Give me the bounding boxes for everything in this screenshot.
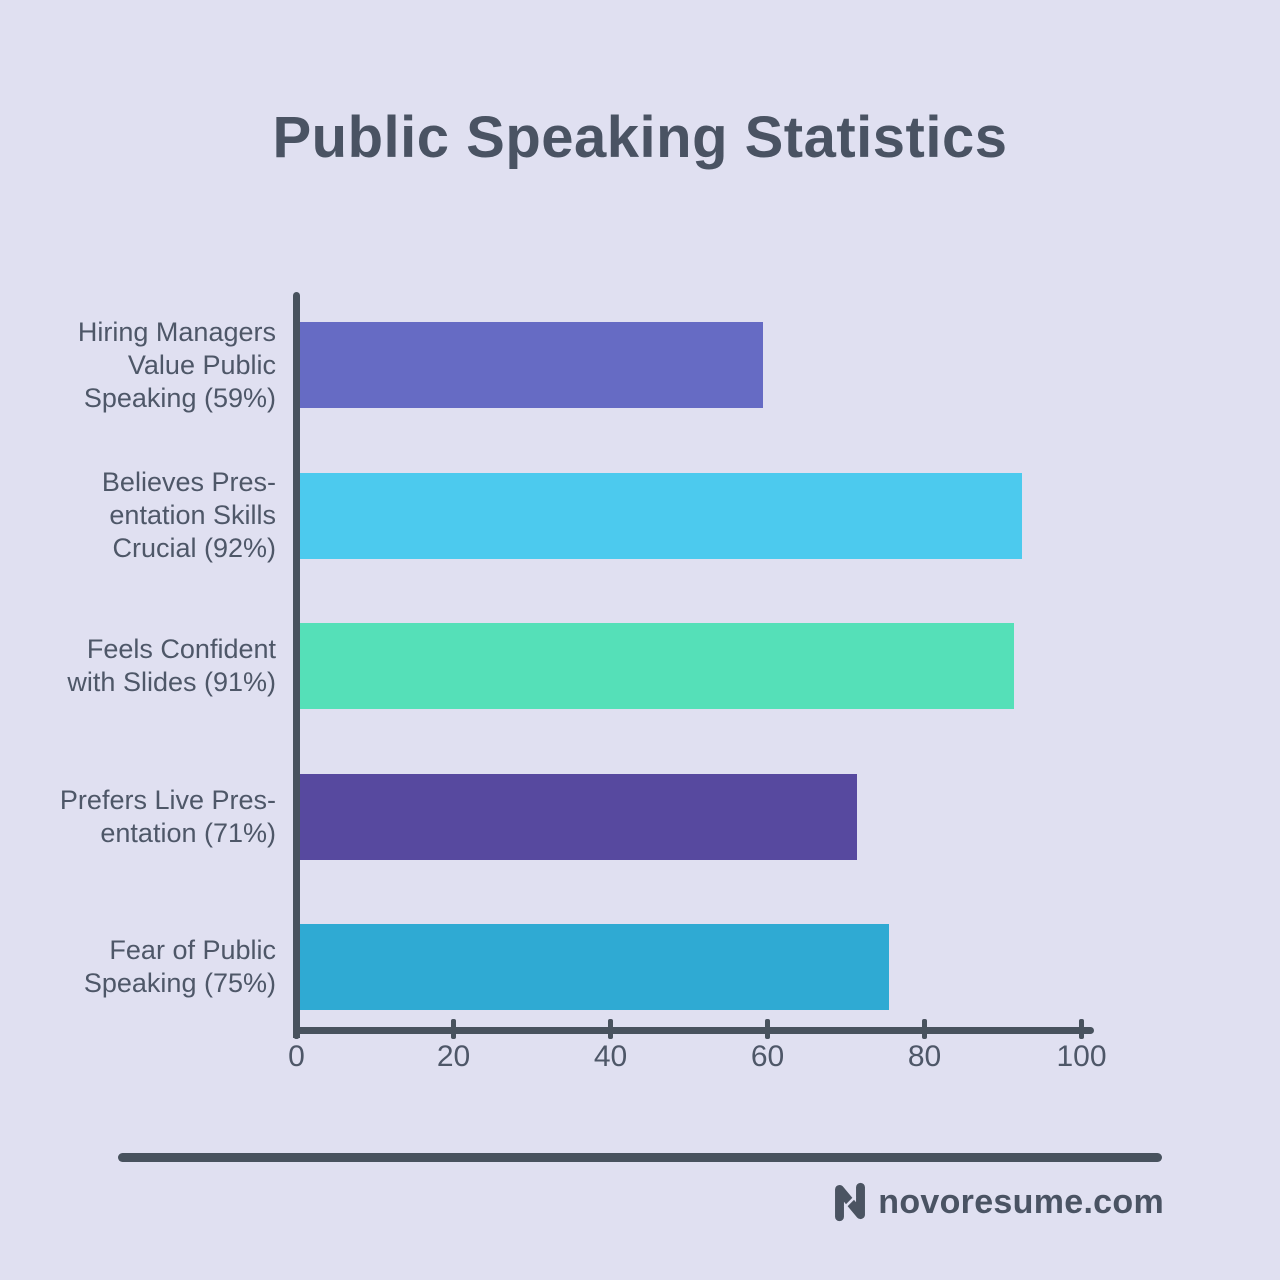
chart-title: Public Speaking Statistics [272, 105, 1008, 170]
category-label: Believes Pres- entation Skills Crucial (… [101, 467, 276, 563]
x-axis-tick [765, 1019, 770, 1039]
chart-row: Fear of Public Speaking (75%) [0, 924, 1280, 1010]
x-axis-tick [608, 1019, 613, 1039]
bar [300, 472, 1023, 559]
bar [300, 623, 1015, 709]
footer-divider [118, 1153, 1162, 1162]
x-axis-tick [1079, 1019, 1084, 1039]
bar [300, 322, 764, 408]
x-axis-tick-label: 40 [593, 1040, 628, 1073]
chart-row: Believes Pres- entation Skills Crucial (… [0, 467, 1280, 563]
category-label: Prefers Live Pres- entation (71%) [59, 784, 276, 848]
category-label: Fear of Public Speaking (75%) [83, 935, 276, 998]
bar [300, 924, 889, 1010]
novoresume-brand: novoresume.com [829, 1181, 1164, 1223]
y-axis [293, 292, 300, 1038]
brand-text: novoresume.com [878, 1182, 1164, 1221]
chart-row: Feels Confident with Slides (91%) [0, 623, 1280, 709]
chart-row: Prefers Live Pres- entation (71%) [0, 773, 1280, 860]
x-axis-tick-label: 100 [1056, 1040, 1107, 1073]
x-axis-tick [922, 1019, 927, 1039]
bar [300, 773, 858, 860]
chart-row: Hiring Managers Value Public Speaking (5… [0, 317, 1280, 413]
x-axis-tick [451, 1019, 456, 1039]
x-axis-tick-label: 60 [750, 1040, 785, 1073]
category-label: Feels Confident with Slides (91%) [67, 634, 276, 697]
novoresume-n-icon [835, 1182, 866, 1222]
x-axis [293, 1027, 1094, 1034]
x-axis-tick-label: 0 [288, 1040, 305, 1073]
category-label: Hiring Managers Value Public Speaking (5… [77, 316, 276, 413]
x-axis-tick-label: 80 [907, 1040, 942, 1073]
x-axis-tick-label: 20 [436, 1040, 471, 1073]
x-axis-tick [294, 1019, 299, 1039]
